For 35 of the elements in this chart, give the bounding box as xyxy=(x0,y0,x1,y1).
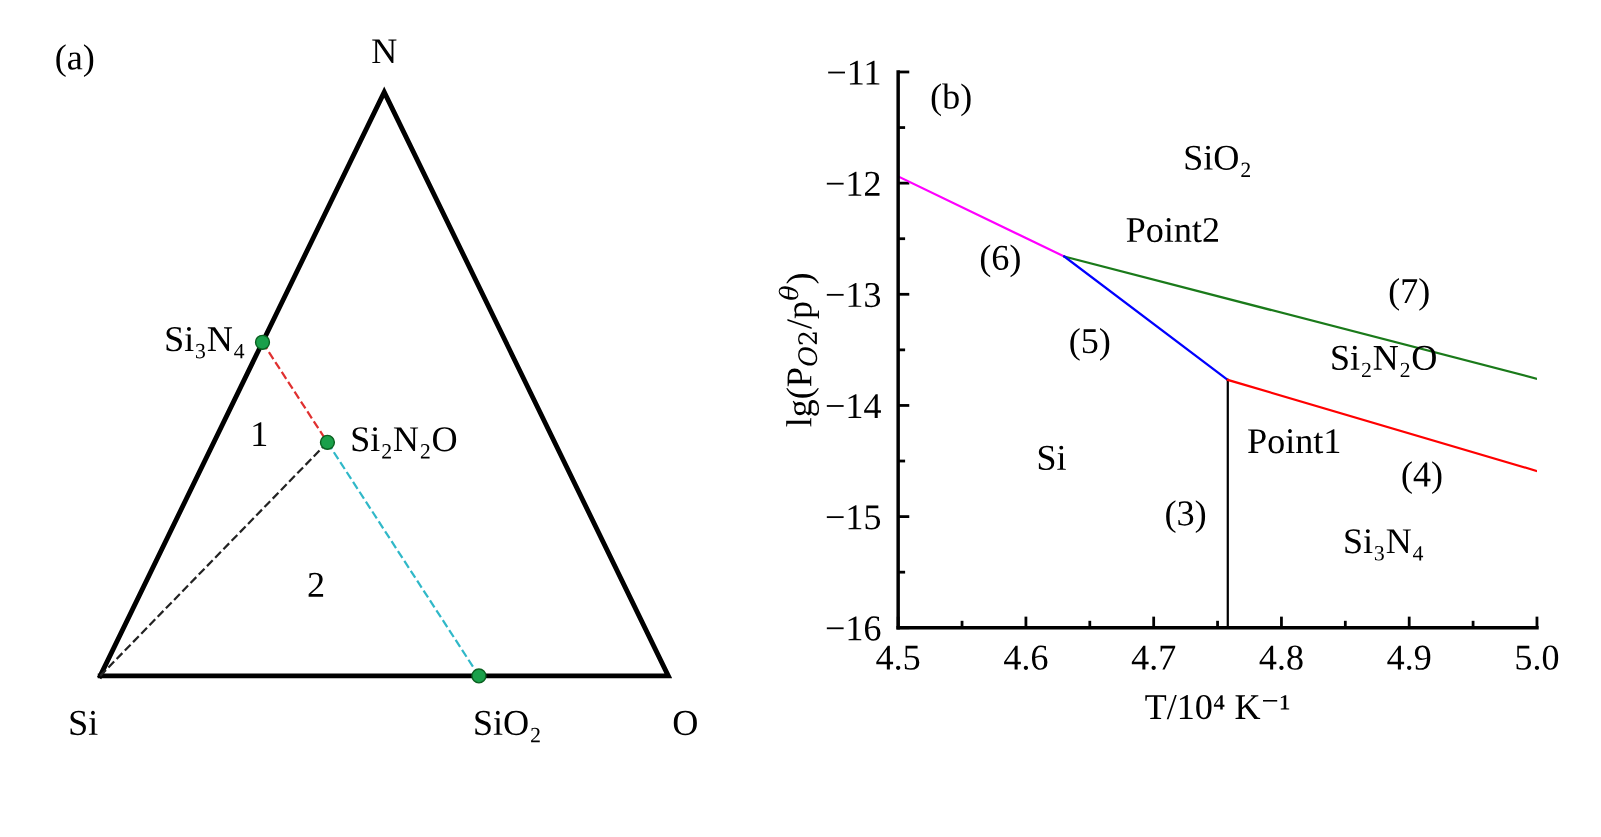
annotation: (7) xyxy=(1389,277,1429,311)
text: Si₂N₂O xyxy=(352,427,457,459)
text: 1 xyxy=(253,422,267,447)
annotation: (4) xyxy=(1402,461,1442,495)
annotation: (6) xyxy=(980,244,1020,278)
y-tick-label: −13 xyxy=(826,282,881,308)
text: (a) xyxy=(56,44,94,78)
x-axis-title: T/10⁴ K⁻¹ xyxy=(1145,694,1290,720)
annotation: SiO₂ xyxy=(1185,145,1250,177)
x-tick-label: 4.5 xyxy=(876,645,920,670)
y-tick-label: −15 xyxy=(826,505,881,530)
x-tick-label: 4.9 xyxy=(1387,645,1431,670)
y-tick-label: −11 xyxy=(828,60,880,85)
annotation: (3) xyxy=(1166,500,1206,533)
annotation: Point2 xyxy=(1126,217,1219,243)
x-tick-label: 4.6 xyxy=(1004,645,1048,670)
y-tick-label: −14 xyxy=(826,394,881,418)
text: 2 xyxy=(308,572,324,597)
annotation: Si xyxy=(1038,445,1066,471)
annotation: (5) xyxy=(1070,327,1110,361)
x-tick-label: 4.7 xyxy=(1131,645,1176,670)
x-tick-label: 5.0 xyxy=(1516,645,1559,670)
text: Si₃N₄ xyxy=(166,327,245,359)
annotation: Point1 xyxy=(1248,429,1340,454)
text: O xyxy=(673,710,697,736)
y-axis-title: lg(P$_{O2}$/p$^{θ}$) xyxy=(778,274,820,427)
y-tick-label: −16 xyxy=(826,616,881,641)
text: SiO₂ xyxy=(475,710,540,743)
y-tick-label: −12 xyxy=(826,171,880,196)
annotation: Si₃N₄ xyxy=(1345,529,1424,561)
text: Si xyxy=(70,710,98,736)
chart-title: (b) xyxy=(931,83,971,117)
annotation: Si₂N₂O xyxy=(1332,345,1436,378)
text: N xyxy=(372,39,397,64)
x-tick-label: 4.8 xyxy=(1259,645,1303,670)
